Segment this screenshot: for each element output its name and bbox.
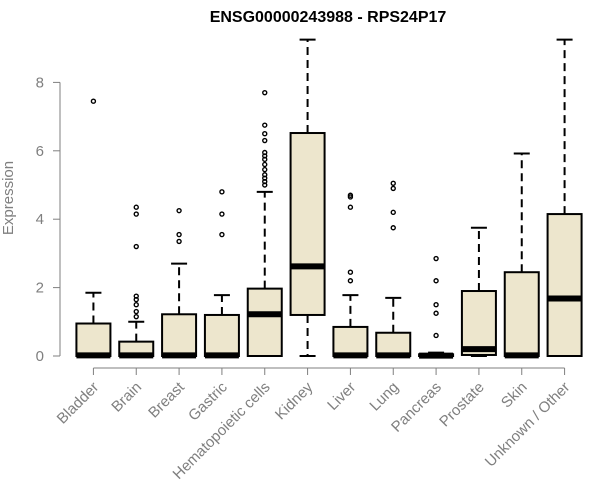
outlier-point — [133, 211, 139, 217]
box-prostate — [460, 226, 497, 357]
chart-title: ENSG00000243988 - RPS24P17 — [210, 9, 447, 26]
box-rect — [460, 290, 497, 356]
outlier-point — [262, 166, 268, 173]
x-tick-label: Kidney — [272, 378, 317, 423]
outlier-point — [262, 130, 268, 137]
outlier-point — [133, 293, 139, 299]
box-rect — [161, 313, 198, 357]
x-tick-label: Brain — [108, 379, 145, 416]
x-tick-label: Prostate — [436, 379, 488, 431]
box-liver — [332, 192, 369, 359]
outlier-point — [433, 310, 439, 316]
outlier-point — [133, 308, 139, 315]
x-tick-label: Breast — [145, 378, 188, 421]
x-tick-label: Liver — [324, 379, 359, 414]
box-pancreas — [418, 255, 455, 359]
outlier-point — [262, 122, 268, 128]
outlier-point — [347, 278, 354, 284]
outlier-point — [390, 185, 396, 192]
outlier-point — [347, 269, 354, 275]
outlier-point — [347, 204, 354, 210]
box-bladder — [75, 98, 112, 359]
outlier-point — [176, 207, 182, 214]
box-rect — [332, 325, 369, 357]
outlier-point — [90, 98, 97, 104]
outlier-point — [433, 255, 439, 262]
outlier-point — [176, 238, 182, 245]
outlier-point — [133, 302, 139, 308]
outlier-point — [262, 161, 268, 168]
outlier-point — [219, 189, 225, 195]
outlier-point — [390, 180, 396, 186]
box-rect — [289, 132, 326, 316]
outlier-point — [433, 302, 439, 308]
box-rect — [546, 213, 583, 357]
box-skin — [503, 152, 540, 359]
outlier-point — [133, 313, 139, 320]
outlier-point — [176, 231, 182, 238]
outlier-point — [390, 225, 396, 231]
x-tick-label: Bladder — [54, 379, 103, 428]
y-tick-label: 2 — [36, 280, 44, 297]
outlier-point — [219, 211, 225, 217]
outlier-point — [433, 278, 439, 284]
box-kidney — [289, 38, 326, 357]
y-tick-label: 0 — [36, 348, 44, 365]
outlier-point — [133, 204, 139, 210]
box-breast — [161, 207, 198, 359]
y-axis: 0 2 4 6 8 — [36, 74, 61, 365]
box-brain — [118, 204, 155, 359]
box-hematopoietic-cells — [246, 89, 283, 358]
outlier-point — [347, 192, 354, 198]
box-rect — [246, 287, 283, 358]
x-tick-label: Skin — [498, 379, 531, 412]
outlier-point — [433, 332, 439, 339]
box-lung — [375, 180, 412, 359]
y-tick-label: 4 — [36, 211, 44, 228]
outlier-point — [390, 209, 396, 216]
outlier-point — [133, 243, 139, 250]
outlier-point — [262, 89, 268, 96]
box-gastric — [203, 189, 240, 359]
x-tick-label: Lung — [366, 379, 402, 415]
box-rect — [503, 271, 540, 357]
outlier-point — [262, 149, 268, 156]
y-axis-label: Expression — [0, 161, 17, 235]
outlier-point — [219, 231, 225, 238]
outlier-point — [262, 172, 268, 178]
outlier-point — [262, 137, 268, 144]
box-rect — [203, 313, 240, 357]
box-unknown-other — [546, 38, 583, 357]
y-tick-label: 8 — [36, 74, 44, 91]
boxes-group — [75, 38, 583, 359]
y-tick-label: 6 — [36, 143, 44, 160]
box-rect — [75, 322, 112, 358]
